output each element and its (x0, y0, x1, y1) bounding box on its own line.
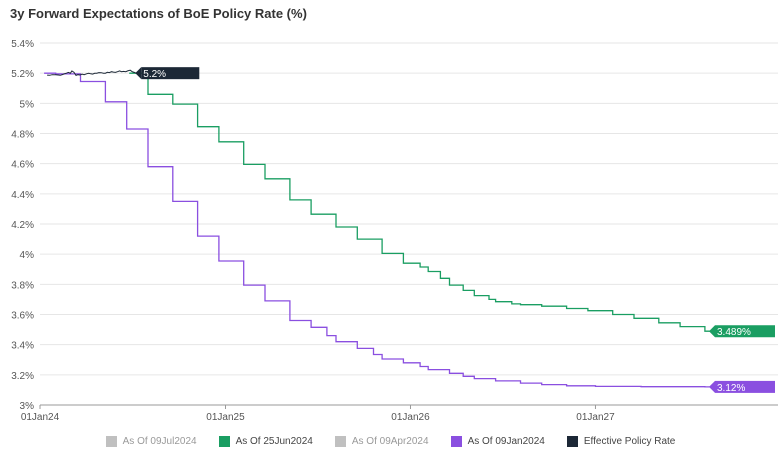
y-tick-label: 4% (20, 250, 35, 261)
y-tick-label: 4.2% (11, 220, 34, 231)
legend-label: As Of 09Jan2024 (467, 436, 545, 447)
series-line-3 (44, 72, 710, 388)
end-label-pointer (135, 67, 142, 80)
legend-label: As Of 09Jul2024 (122, 436, 197, 447)
y-tick-label: 3% (20, 401, 35, 412)
end-label-text: 5.2% (143, 69, 166, 80)
y-tick-label: 4.6% (11, 160, 34, 171)
end-label-text: 3.489% (717, 327, 751, 338)
gridlines (40, 42, 778, 406)
end-label-text: 3.12% (717, 383, 745, 394)
legend-swatch (218, 436, 230, 447)
legend-item[interactable]: As Of 09Apr2024 (334, 436, 429, 447)
y-tick-label: 3.8% (11, 280, 34, 291)
y-tick-label: 4.4% (11, 190, 34, 201)
legend-swatch (450, 436, 462, 447)
y-tick-label: 5.4% (11, 39, 34, 50)
legend-label: As Of 09Apr2024 (351, 436, 429, 447)
legend-label: As Of 25Jun2024 (235, 436, 313, 447)
x-tick-label: 01Jan26 (391, 412, 430, 423)
legend-item[interactable]: Effective Policy Rate (566, 436, 676, 447)
y-tick-label: 3.2% (11, 371, 34, 382)
legend-item[interactable]: As Of 25Jun2024 (218, 436, 313, 447)
y-tick-label: 3.4% (11, 341, 34, 352)
legend-swatch (334, 436, 346, 447)
end-label-box (715, 325, 775, 338)
end-label-box (715, 380, 775, 393)
legend-item[interactable]: As Of 09Jul2024 (105, 436, 197, 447)
y-tick-label: 5.2% (11, 69, 34, 80)
end-labels: 3.489% 3.12% 5.2% (135, 67, 775, 394)
legend-swatch (566, 436, 578, 447)
legend-item[interactable]: As Of 09Jan2024 (450, 436, 545, 447)
y-tick-label: 3.6% (11, 311, 34, 322)
x-tick-label: 01Jan27 (576, 412, 615, 423)
series-line-1 (129, 72, 710, 332)
end-label-pointer (709, 325, 715, 338)
chart-title: 3y Forward Expectations of BoE Policy Ra… (10, 6, 307, 21)
x-tick-label: 01Jan25 (206, 412, 245, 423)
legend: As Of 09Jul2024 As Of 25Jun2024 As Of 09… (0, 436, 781, 447)
axes: 3% 3.2% 3.4% 3.6% 3.8% 4% 4.2% 4.4% 4.6% 4.8% 5% 5.… (11, 39, 778, 423)
legend-label: Effective Policy Rate (583, 436, 676, 447)
chart-plot: 3% 3.2% 3.4% 3.6% 3.8% 4% 4.2% 4.4% 4.6% 4.8% 5% 5.… (11, 39, 778, 423)
y-tick-label: 5% (20, 99, 35, 110)
end-label-box (141, 67, 200, 80)
y-tick-label: 4.8% (11, 130, 34, 141)
legend-swatch (105, 436, 117, 447)
end-label-pointer (709, 380, 715, 393)
series-line-4 (47, 69, 137, 77)
x-tick-label: 01Jan24 (21, 412, 60, 423)
series-lines (44, 69, 710, 388)
